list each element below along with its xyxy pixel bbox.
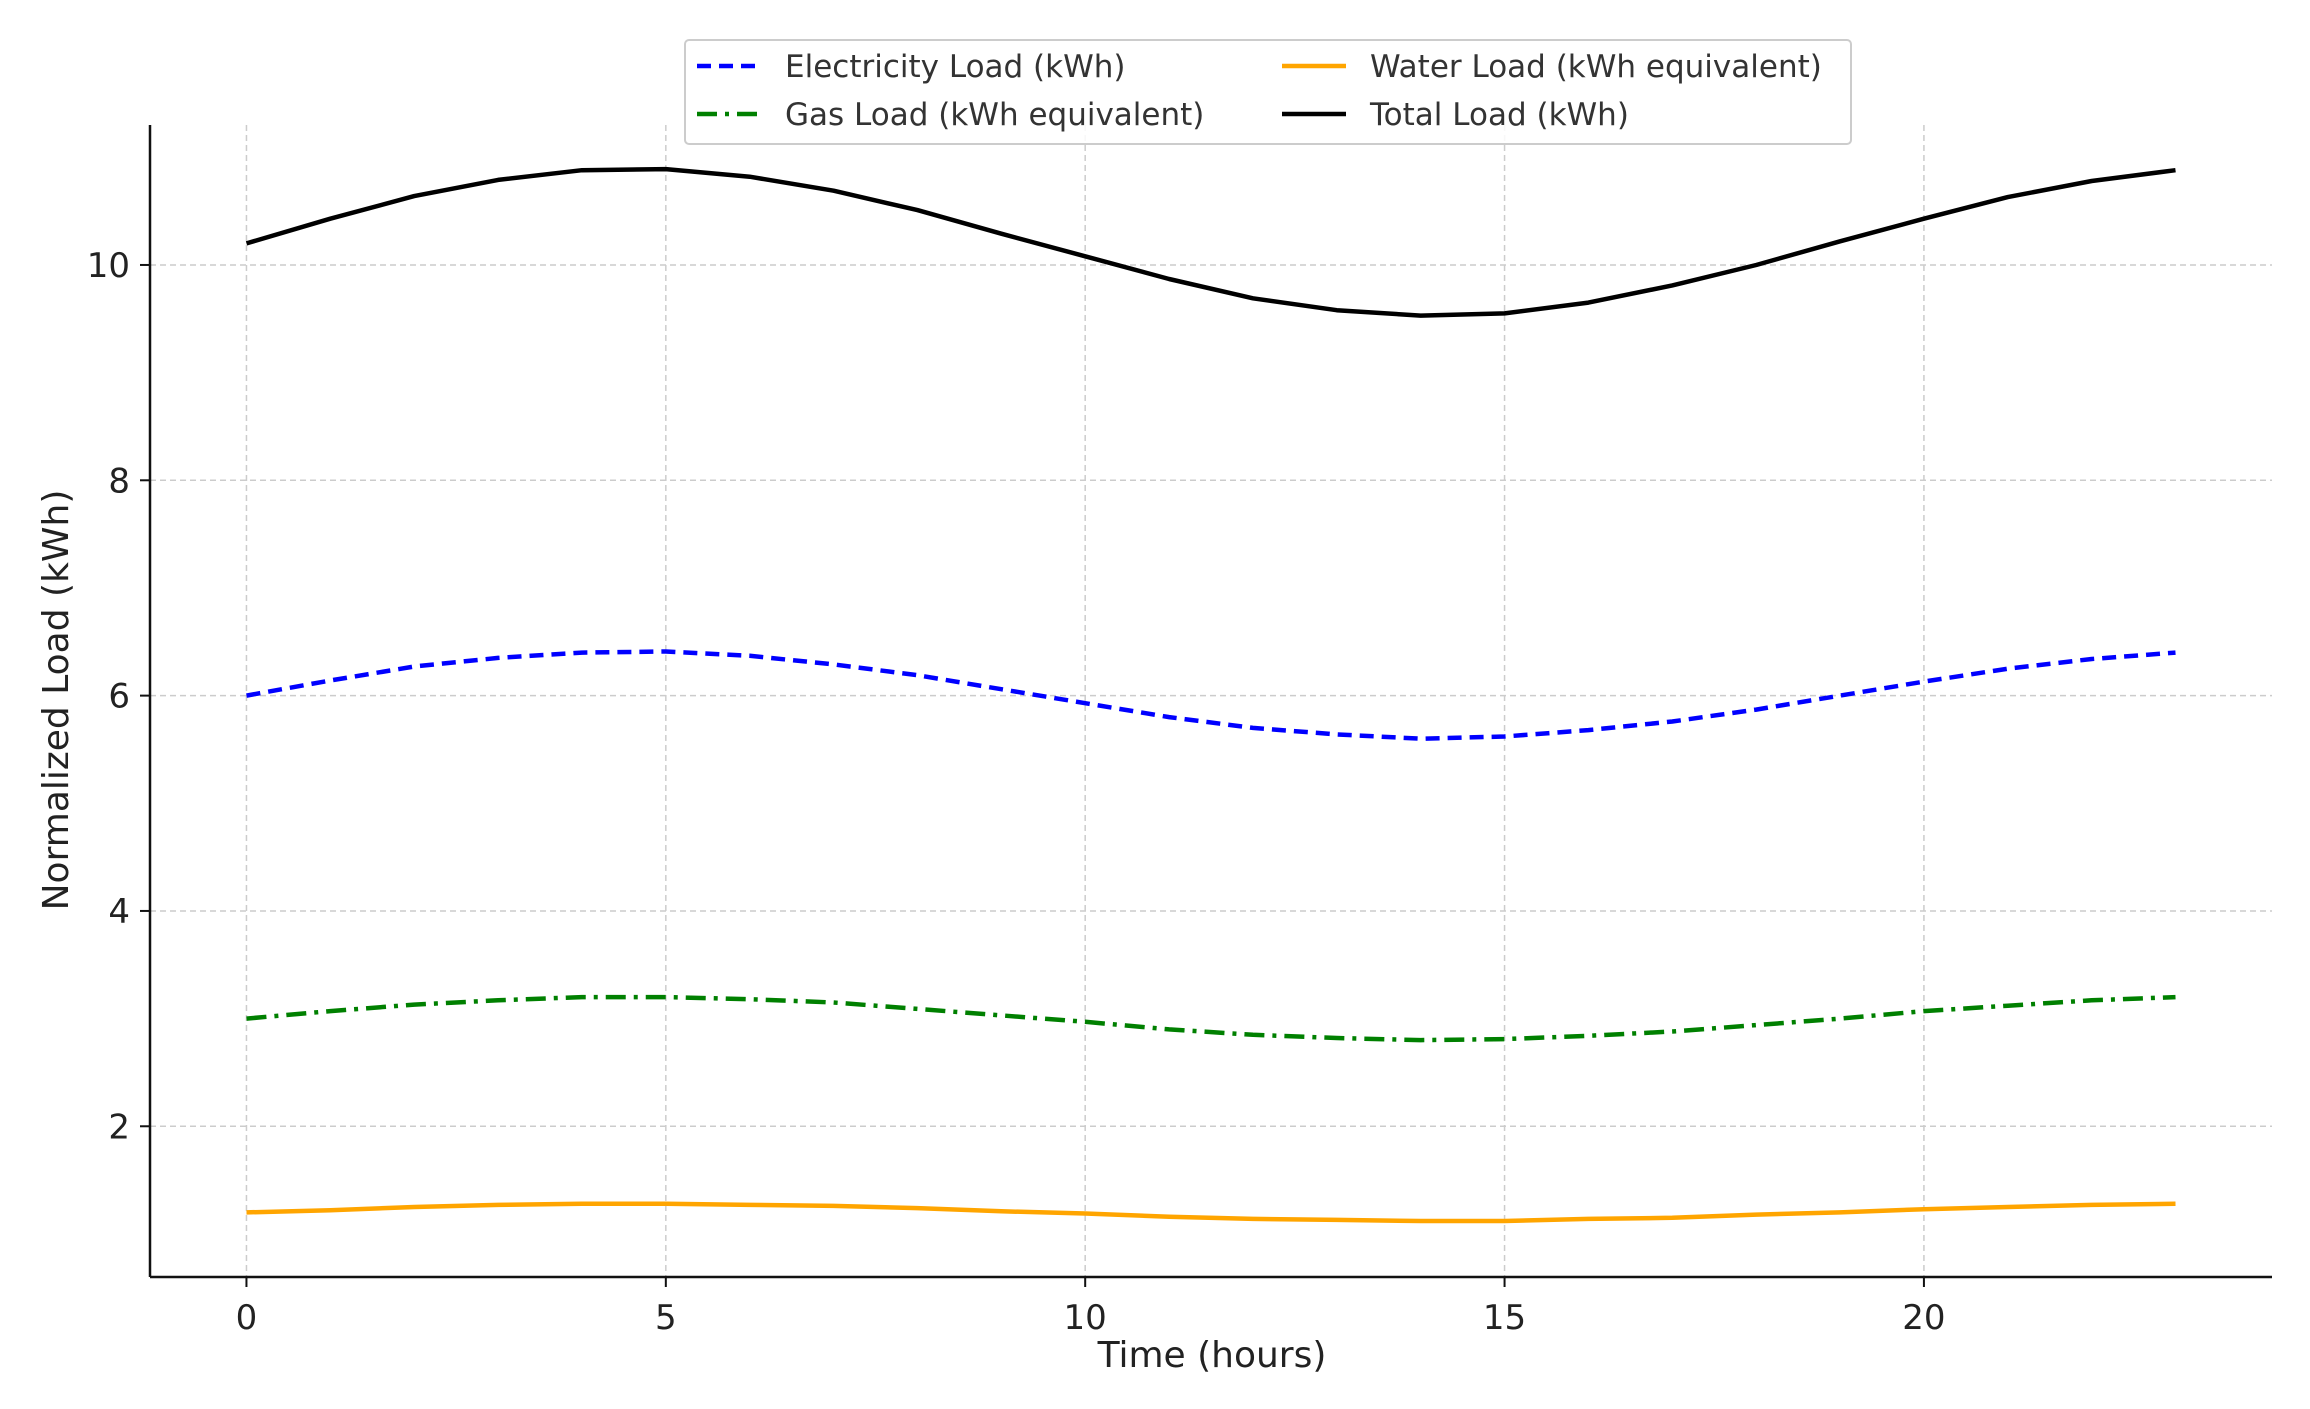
y-tick-label: 6: [108, 677, 130, 717]
series-line-total-load-kwh: [245, 166, 2176, 318]
x-tick-label: 10: [1064, 1298, 1107, 1338]
series-line-water-load-kwh-equivalent: [246, 1201, 2176, 1224]
legend-label-water-load-kwh-equivalent: Water Load (kWh equivalent): [1370, 49, 1822, 85]
series-lines: [245, 166, 2176, 1224]
x-tick-label: 5: [655, 1298, 677, 1338]
series-line-electricity-load-kwh: [246, 649, 2176, 741]
y-tick-label: 4: [108, 892, 130, 932]
x-tick-label: 15: [1483, 1298, 1526, 1338]
y-axis-title: Normalized Load (kWh): [36, 490, 77, 911]
legend-box: [684, 39, 1852, 145]
x-axis-title: Time (hours): [1097, 1335, 1327, 1376]
series-line-gas-load-kwh-equivalent: [246, 994, 2176, 1043]
legend-label-electricity-load-kwh: Electricity Load (kWh): [785, 49, 1126, 85]
y-tick-label: 10: [87, 246, 130, 286]
y-tick-label: 2: [108, 1107, 130, 1147]
y-tick-label: 8: [108, 461, 130, 501]
legend: Electricity Load (kWh) Gas Load (kWh equi…: [684, 39, 1852, 145]
x-tick-label: 20: [1902, 1298, 1945, 1338]
grid: [150, 125, 2272, 1277]
x-tick-label: 0: [236, 1298, 258, 1338]
legend-label-total-load-kwh: Total Load (kWh): [1369, 97, 1629, 133]
axes: [148, 125, 2272, 1279]
ticks: 0 5 10 15 20 2 4 6 8 10: [87, 246, 1946, 1338]
legend-label-gas-load-kwh-equivalent: Gas Load (kWh equivalent): [785, 97, 1204, 133]
